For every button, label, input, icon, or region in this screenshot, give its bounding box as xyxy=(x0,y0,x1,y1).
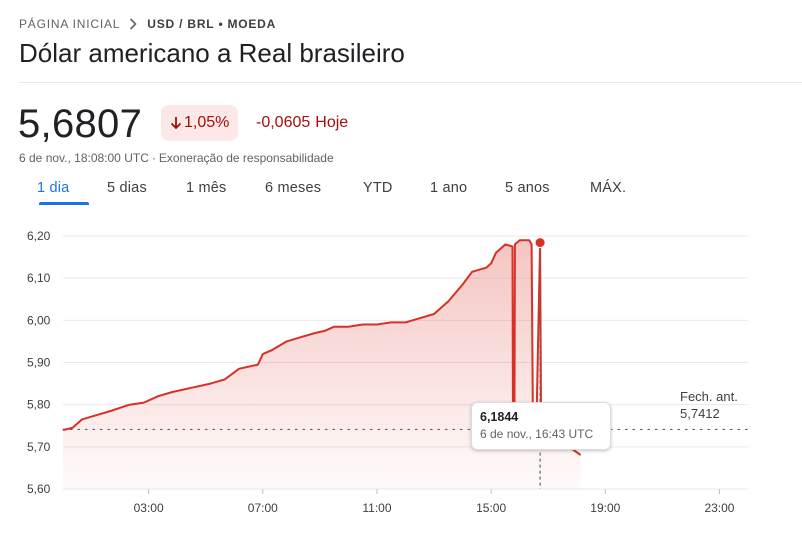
tab-ytd[interactable]: YTD xyxy=(363,180,393,196)
change-percent: 1,05% xyxy=(184,114,230,131)
y-tick-label: 6,20 xyxy=(27,229,51,243)
x-tick-label: 07:00 xyxy=(248,501,278,515)
y-tick-label: 6,00 xyxy=(27,313,51,327)
change-period: Hoje xyxy=(315,114,349,131)
active-tab-indicator xyxy=(39,202,89,205)
breadcrumb-separator: • xyxy=(218,17,224,31)
arrow-down-icon xyxy=(170,116,182,130)
x-tick-label: 19:00 xyxy=(590,501,620,515)
change-absolute-value: -0,0605 xyxy=(256,114,311,131)
tab-6-months[interactable]: 6 meses xyxy=(265,180,322,196)
tab-1-day[interactable]: 1 dia xyxy=(37,180,70,196)
breadcrumb-type: Moeda xyxy=(227,17,277,31)
x-tick-label: 15:00 xyxy=(476,501,506,515)
previous-close: Fech. ant. 5,7412 xyxy=(680,388,738,422)
quote-meta: 6 de nov., 18:08:00 UTC · Exoneração de re… xyxy=(19,151,334,165)
quote-timestamp: 6 de nov., 18:08:00 UTC xyxy=(19,151,149,165)
x-tick-label: 11:00 xyxy=(362,501,391,515)
tab-5-years[interactable]: 5 anos xyxy=(505,180,550,196)
hover-point-marker xyxy=(534,237,546,249)
change-percent-badge: 1,05% xyxy=(161,105,239,141)
disclaimer-link[interactable]: Exoneração de responsabilidade xyxy=(158,151,334,165)
tab-1-month[interactable]: 1 mês xyxy=(186,180,227,196)
breadcrumb-home-link[interactable]: Página inicial xyxy=(19,17,121,31)
x-tick-label: 03:00 xyxy=(134,501,164,515)
price-line-series xyxy=(62,239,582,456)
tab-1-year[interactable]: 1 ano xyxy=(430,180,468,196)
previous-close-label: Fech. ant. xyxy=(680,389,738,404)
breadcrumb: Página inicial USD / BRL • Moeda xyxy=(19,15,276,33)
x-tick-label: 23:00 xyxy=(704,501,734,515)
previous-close-value: 5,7412 xyxy=(680,406,720,421)
price-area-fill xyxy=(63,240,581,489)
y-tick-label: 5,80 xyxy=(27,398,51,412)
tooltip-time: 6 de nov., 16:43 UTC xyxy=(480,427,594,441)
y-tick-label: 6,10 xyxy=(27,271,51,285)
breadcrumb-current: USD / BRL xyxy=(147,17,215,31)
tooltip-value: 6,1844 xyxy=(480,410,519,424)
chart-tooltip: 6,1844 6 de nov., 16:43 UTC xyxy=(471,402,611,450)
tab-5-days[interactable]: 5 dias xyxy=(107,180,147,196)
y-tick-label: 5,70 xyxy=(27,440,51,454)
meta-separator: · xyxy=(151,151,156,165)
change-absolute: -0,0605 Hoje xyxy=(256,114,348,132)
page-title: Dólar americano a Real brasileiro xyxy=(19,38,405,68)
y-tick-label: 5,60 xyxy=(27,482,51,496)
current-price: 5,6807 xyxy=(18,102,143,146)
y-tick-label: 5,90 xyxy=(27,356,51,370)
tab-max[interactable]: MÁX. xyxy=(590,180,627,196)
header-divider xyxy=(19,82,802,83)
chevron-right-icon xyxy=(129,18,137,30)
